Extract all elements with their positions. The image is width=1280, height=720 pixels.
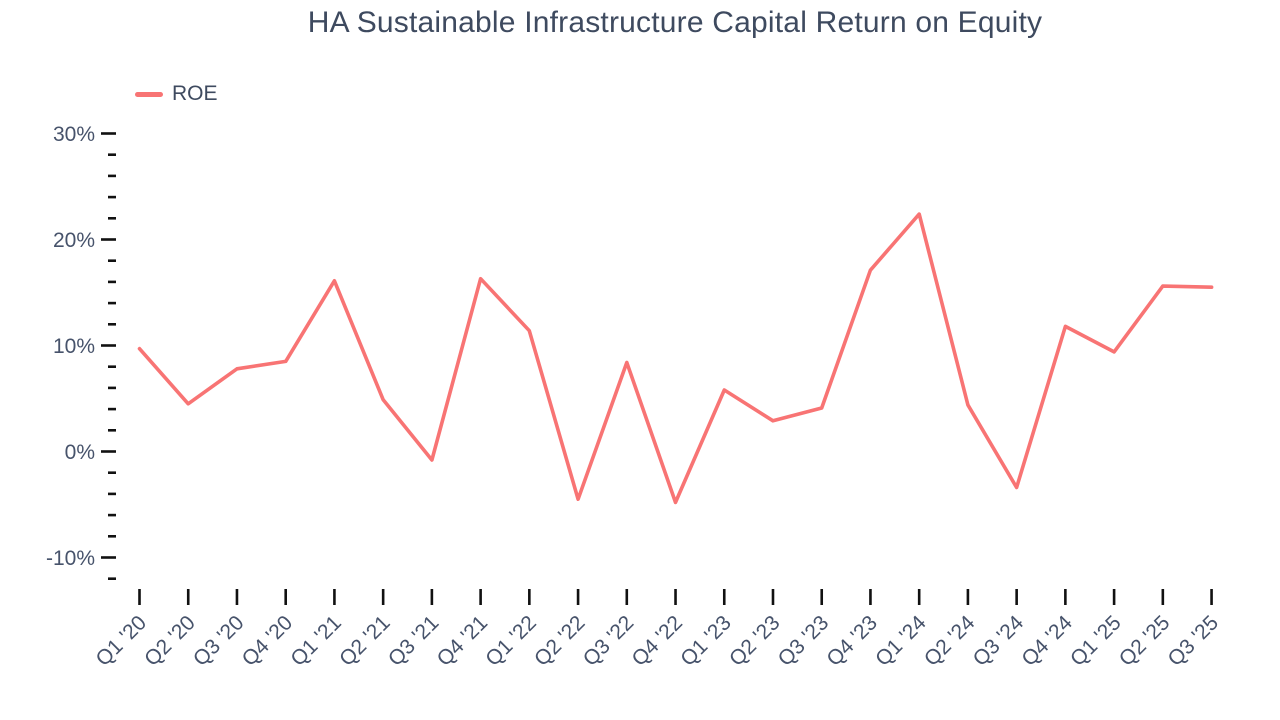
x-tick-label: Q4 '24 [1017,611,1077,671]
y-tick-label: 10% [53,335,95,358]
series-line-roe [137,212,1214,505]
x-tick-label: Q4 '23 [822,611,882,671]
y-tick-label: 30% [53,123,95,146]
x-tick-label: Q1 '24 [871,611,931,671]
legend: ROE [135,82,218,106]
x-tick-label: Q3 '23 [774,611,834,671]
x-tick-label: Q3 '20 [189,611,249,671]
x-tick-label: Q3 '22 [579,611,639,671]
y-tick-label: 0% [65,441,95,464]
y-axis: 30% 20% 10% 0% -10% [46,123,116,581]
x-tick-label: Q1 '20 [91,611,151,671]
y-tick-label: 20% [53,229,95,252]
x-tick-label: Q2 '25 [1115,611,1175,671]
x-tick-label: Q1 '23 [676,611,736,671]
x-tick-label: Q2 '20 [140,611,200,671]
legend-swatch-roe [135,91,163,97]
x-tick-label: Q3 '21 [384,611,444,671]
x-tick-label: Q4 '21 [433,611,493,671]
legend-label-roe: ROE [172,82,218,105]
x-tick-label: Q1 '21 [286,611,346,671]
x-tick-label: Q4 '20 [238,611,298,671]
x-tick-label: Q1 '25 [1066,611,1126,671]
x-tick-label: Q2 '23 [725,611,785,671]
legend-item-roe[interactable]: ROE [135,82,218,106]
x-tick-label: Q3 '24 [969,611,1029,671]
x-tick-label: Q2 '24 [920,611,980,671]
x-tick-label: Q4 '22 [628,611,688,671]
y-tick-label: -10% [46,547,95,570]
chart-title: HA Sustainable Infrastructure Capital Re… [307,6,1043,39]
x-tick-label: Q2 '22 [530,611,590,671]
x-tick-label: Q3 '25 [1164,611,1224,671]
x-tick-label: Q1 '22 [481,611,541,671]
x-tick-label: Q2 '21 [335,611,395,671]
